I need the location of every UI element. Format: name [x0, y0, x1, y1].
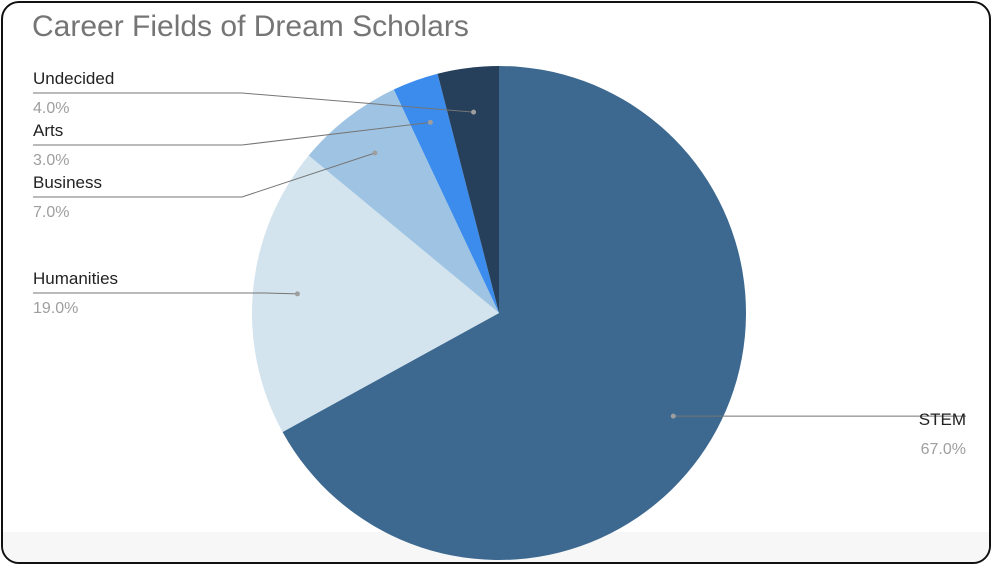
leader-dot-stem — [670, 413, 676, 419]
slice-label-business: Business — [33, 173, 102, 192]
slice-value-undecided: 4.0% — [33, 100, 69, 117]
pie-slice-undecided — [437, 66, 499, 313]
pie-slice-arts — [393, 73, 499, 313]
leader-line-business — [33, 152, 376, 198]
slice-label-undecided: Undecided — [33, 69, 114, 88]
leader-line-arts — [33, 121, 431, 146]
leader-line-undecided — [33, 92, 474, 113]
chart-title: Career Fields of Dream Scholars — [32, 10, 469, 43]
leader-dot-arts — [427, 119, 433, 125]
pie-slice-business — [308, 89, 499, 313]
pie-slice-stem — [282, 66, 746, 560]
pie-slice-humanities — [251, 155, 499, 432]
slice-value-humanities: 19.0% — [33, 300, 78, 317]
slice-value-business: 7.0% — [33, 204, 69, 221]
leader-dot-undecided — [471, 109, 477, 115]
slice-label-arts: Arts — [33, 121, 63, 140]
slice-value-arts: 3.0% — [33, 152, 69, 169]
slice-label-stem: STEM — [919, 410, 966, 429]
pie-slices — [251, 66, 746, 560]
leader-line-humanities — [33, 292, 298, 295]
pie-labels: STEM 67.0% Humanities 19.0% Business 7.0% Arts… — [33, 69, 966, 458]
leader-dot-business — [372, 150, 378, 156]
slice-label-humanities: Humanities — [33, 269, 118, 288]
leader-dot-humanities — [294, 291, 300, 297]
slice-value-stem: 67.0% — [921, 441, 966, 458]
